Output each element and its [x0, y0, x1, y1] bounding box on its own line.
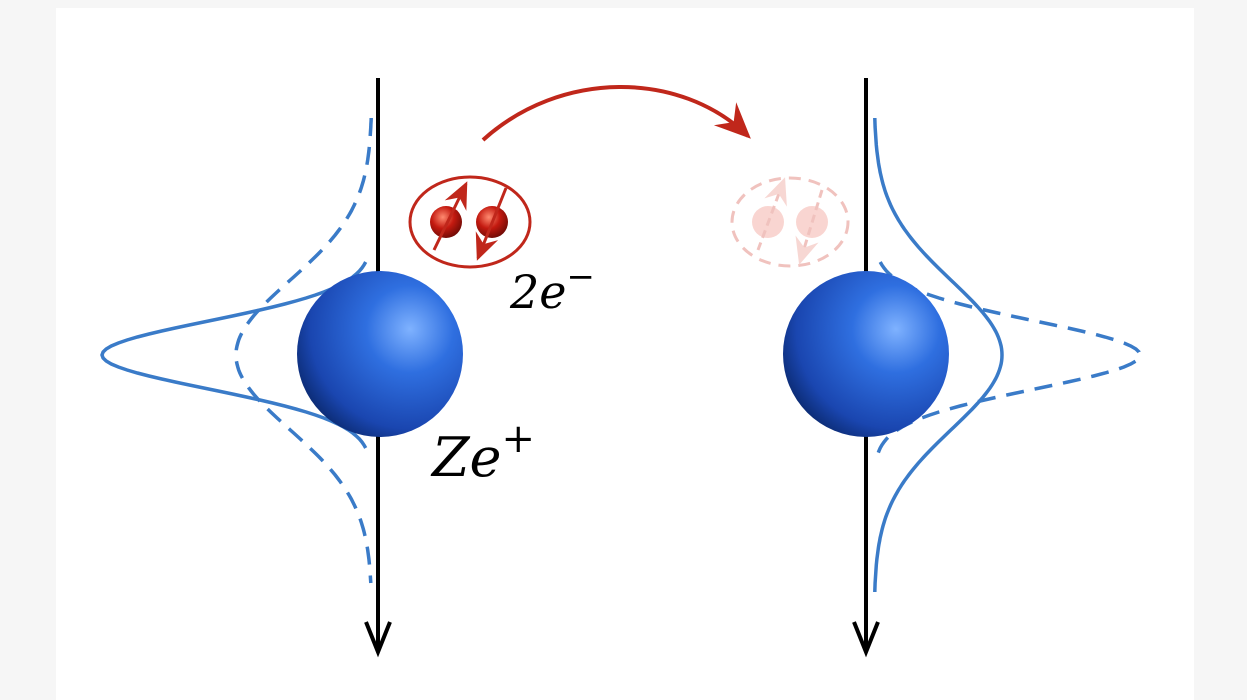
electrons-text: 2e	[509, 265, 567, 319]
nucleus-charge: +	[501, 416, 535, 462]
nucleus-right	[783, 271, 949, 437]
nucleus-text: Ze	[430, 426, 501, 489]
electrons-charge: −	[567, 257, 596, 297]
panel	[56, 8, 1194, 700]
diagram: 2e− Ze+	[0, 0, 1247, 700]
nucleus-left	[297, 271, 463, 437]
page: 2e− Ze+ (() => { const data = JSON.parse…	[0, 0, 1247, 700]
